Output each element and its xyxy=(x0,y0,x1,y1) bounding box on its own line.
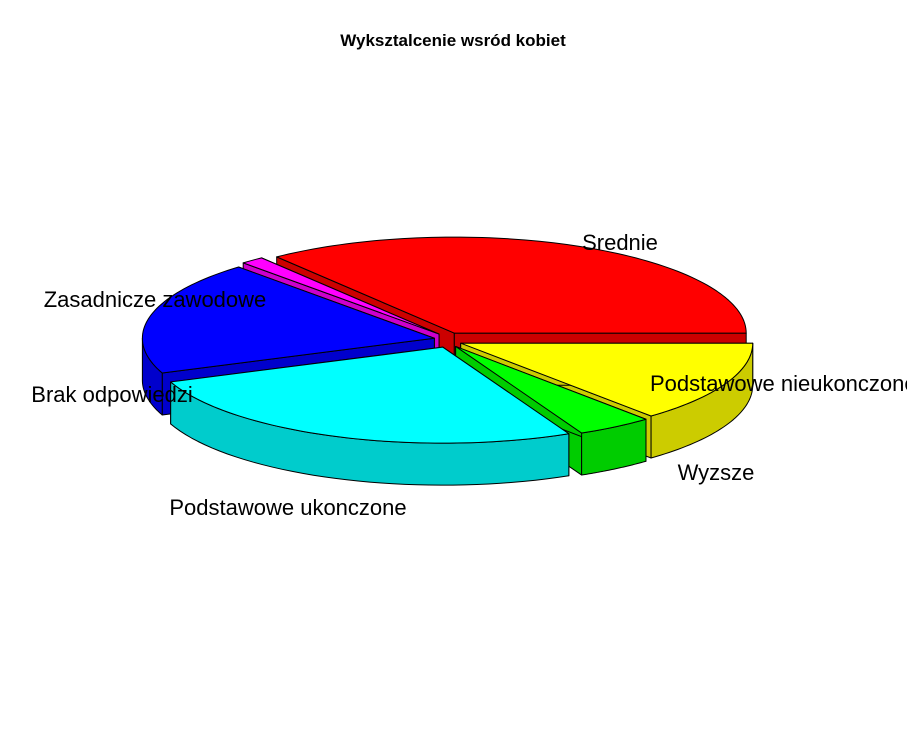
slice-label-podstawowe-nieukonczone: Podstawowe nieukonczone xyxy=(650,371,907,396)
chart-title: Wyksztalcenie wsród kobiet xyxy=(340,31,566,50)
slice-brak-odpowiedzi-top xyxy=(455,345,647,434)
slice-label-brak-odpowiedzi: Brak odpowiedzi xyxy=(31,382,192,407)
slice-podstawowe-ukonczone-top xyxy=(170,346,570,444)
slice-label-srednie: Srednie xyxy=(582,230,658,255)
slice-podstawowe-ukonczone xyxy=(170,346,570,486)
slice-label-wyzsze: Wyzsze xyxy=(678,460,755,485)
slice-label-podstawowe-ukonczone: Podstawowe ukonczone xyxy=(169,495,406,520)
slice-srednie-top xyxy=(276,236,747,334)
pie-labels: Srednie Podstawowe nieukonczone Wyzsze Pods… xyxy=(31,230,907,520)
slice-zasadnicze-zawodowe-top xyxy=(460,342,754,417)
pie-slices xyxy=(141,236,754,486)
slice-label-zasadnicze-zawodowe: Zasadnicze zawodowe xyxy=(44,287,267,312)
slice-podstawowe-nieukonczone-top xyxy=(242,257,440,335)
slice-wyzsze-top xyxy=(141,266,435,374)
